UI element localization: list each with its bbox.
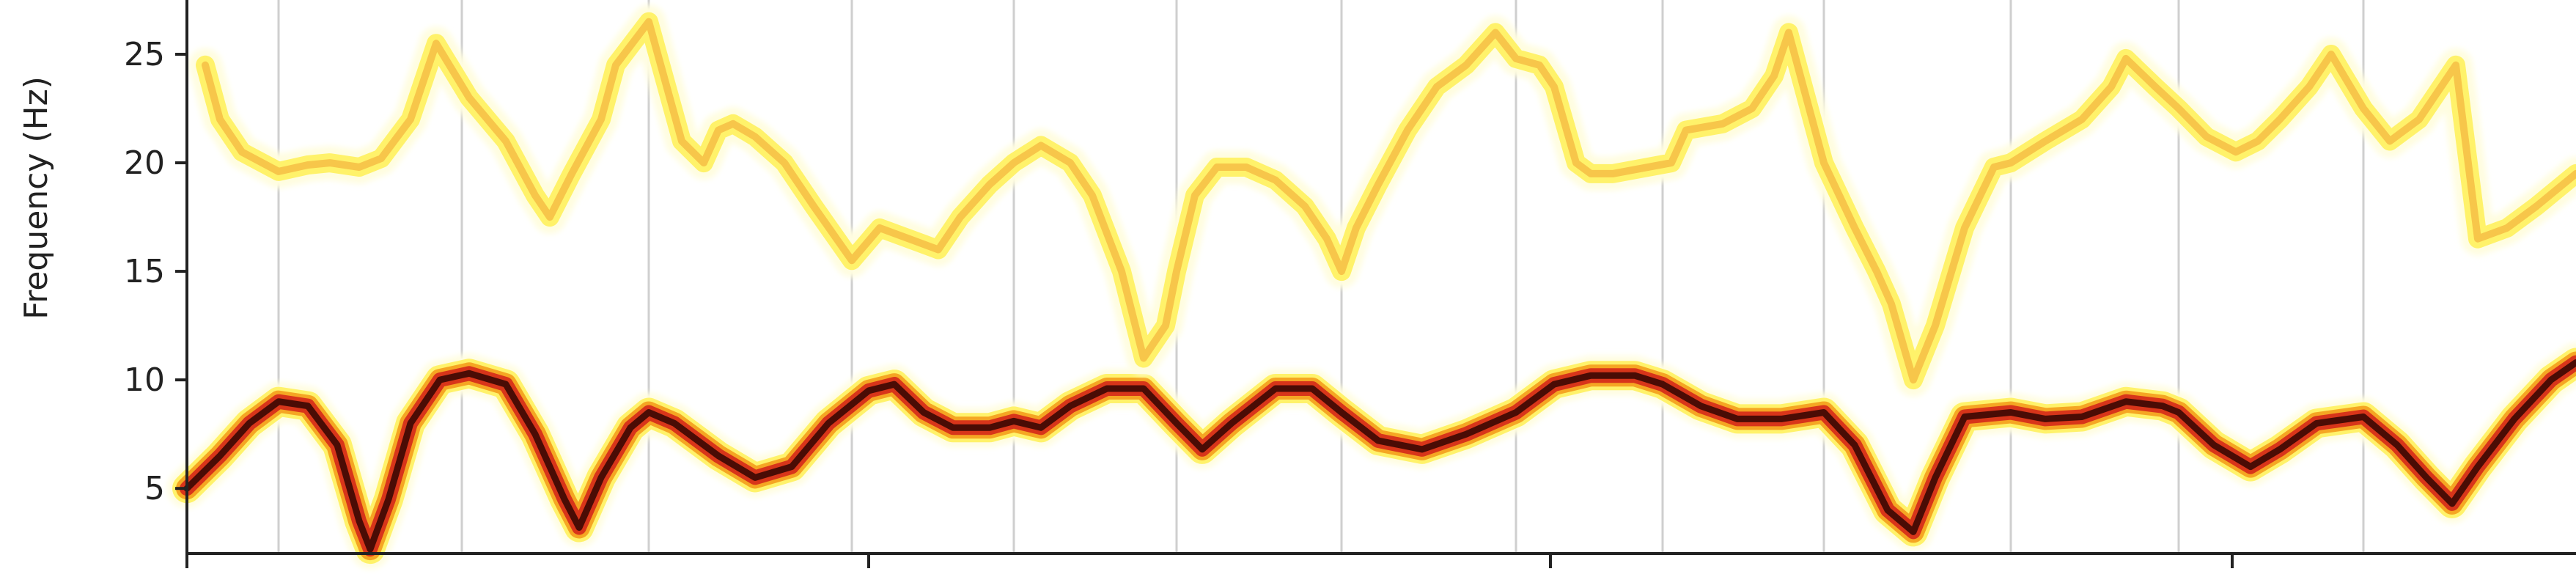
series-layer bbox=[167, 4, 2576, 570]
y-tick-label: 5 bbox=[144, 470, 165, 507]
y-axis-label: Frequency (Hz) bbox=[18, 76, 55, 320]
axes: 5 10 15 20 25 bbox=[124, 0, 2576, 568]
y-tick-label: 20 bbox=[124, 144, 165, 182]
series-line-medium bbox=[202, 18, 2576, 384]
series-line-high bbox=[183, 359, 2576, 553]
y-tick-label: 10 bbox=[124, 361, 165, 399]
y-tick-label: 25 bbox=[124, 36, 165, 73]
y-tick-label: 15 bbox=[124, 253, 165, 290]
